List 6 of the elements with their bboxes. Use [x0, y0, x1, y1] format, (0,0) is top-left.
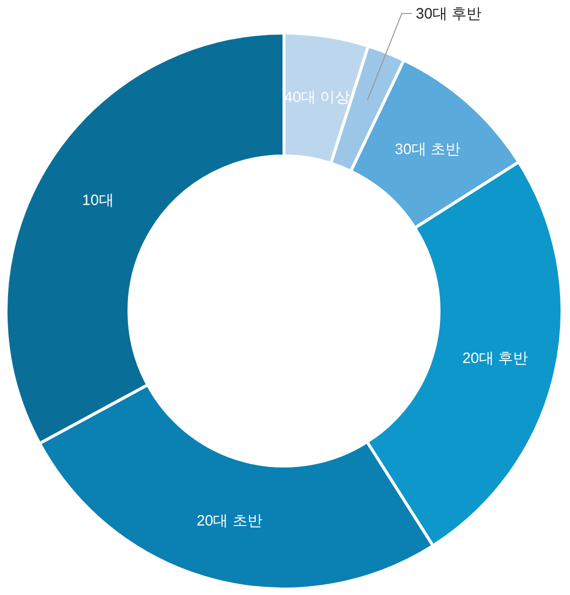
slice-label: 20대 후반 — [462, 350, 528, 368]
slice-label: 30대 초반 — [394, 141, 461, 158]
slice-label: 10대 — [82, 192, 114, 210]
slice-label: 20대 초반 — [196, 512, 262, 530]
slice-label: 40대 이상 — [284, 89, 350, 106]
slice-label: 30대 후반 — [416, 5, 482, 22]
